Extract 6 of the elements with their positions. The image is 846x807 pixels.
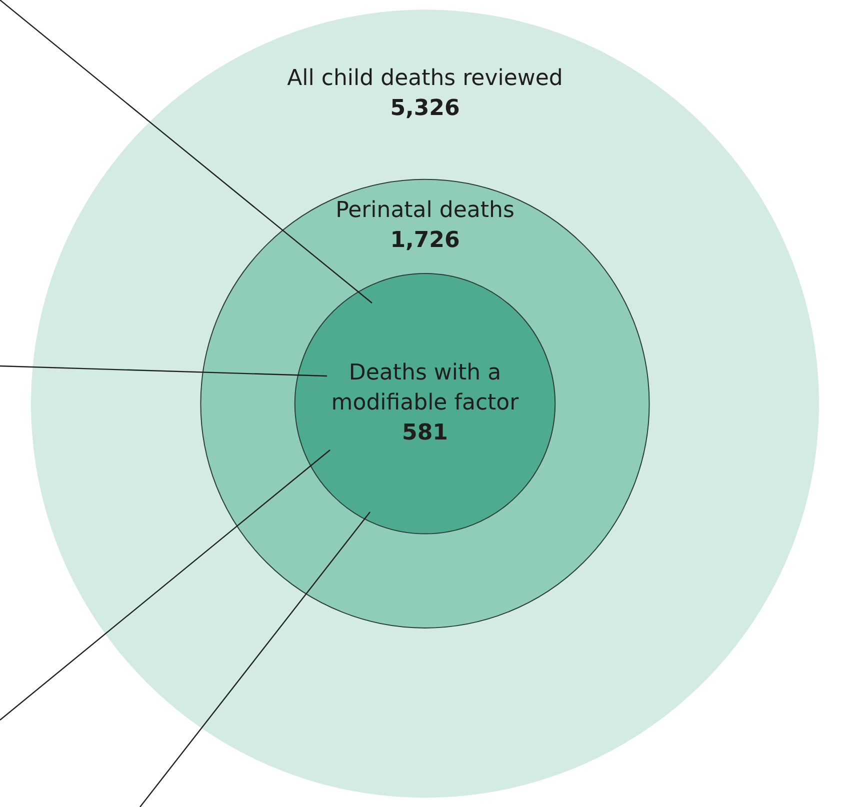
category-label: Deaths with a modifiable factor	[331, 360, 520, 416]
data-label: 581	[402, 420, 448, 446]
category-label: Perinatal deaths	[336, 198, 514, 224]
data-label: 5,326	[390, 96, 460, 122]
data-label: 1,726	[390, 228, 460, 254]
category-label: All child deaths reviewed	[287, 66, 563, 92]
